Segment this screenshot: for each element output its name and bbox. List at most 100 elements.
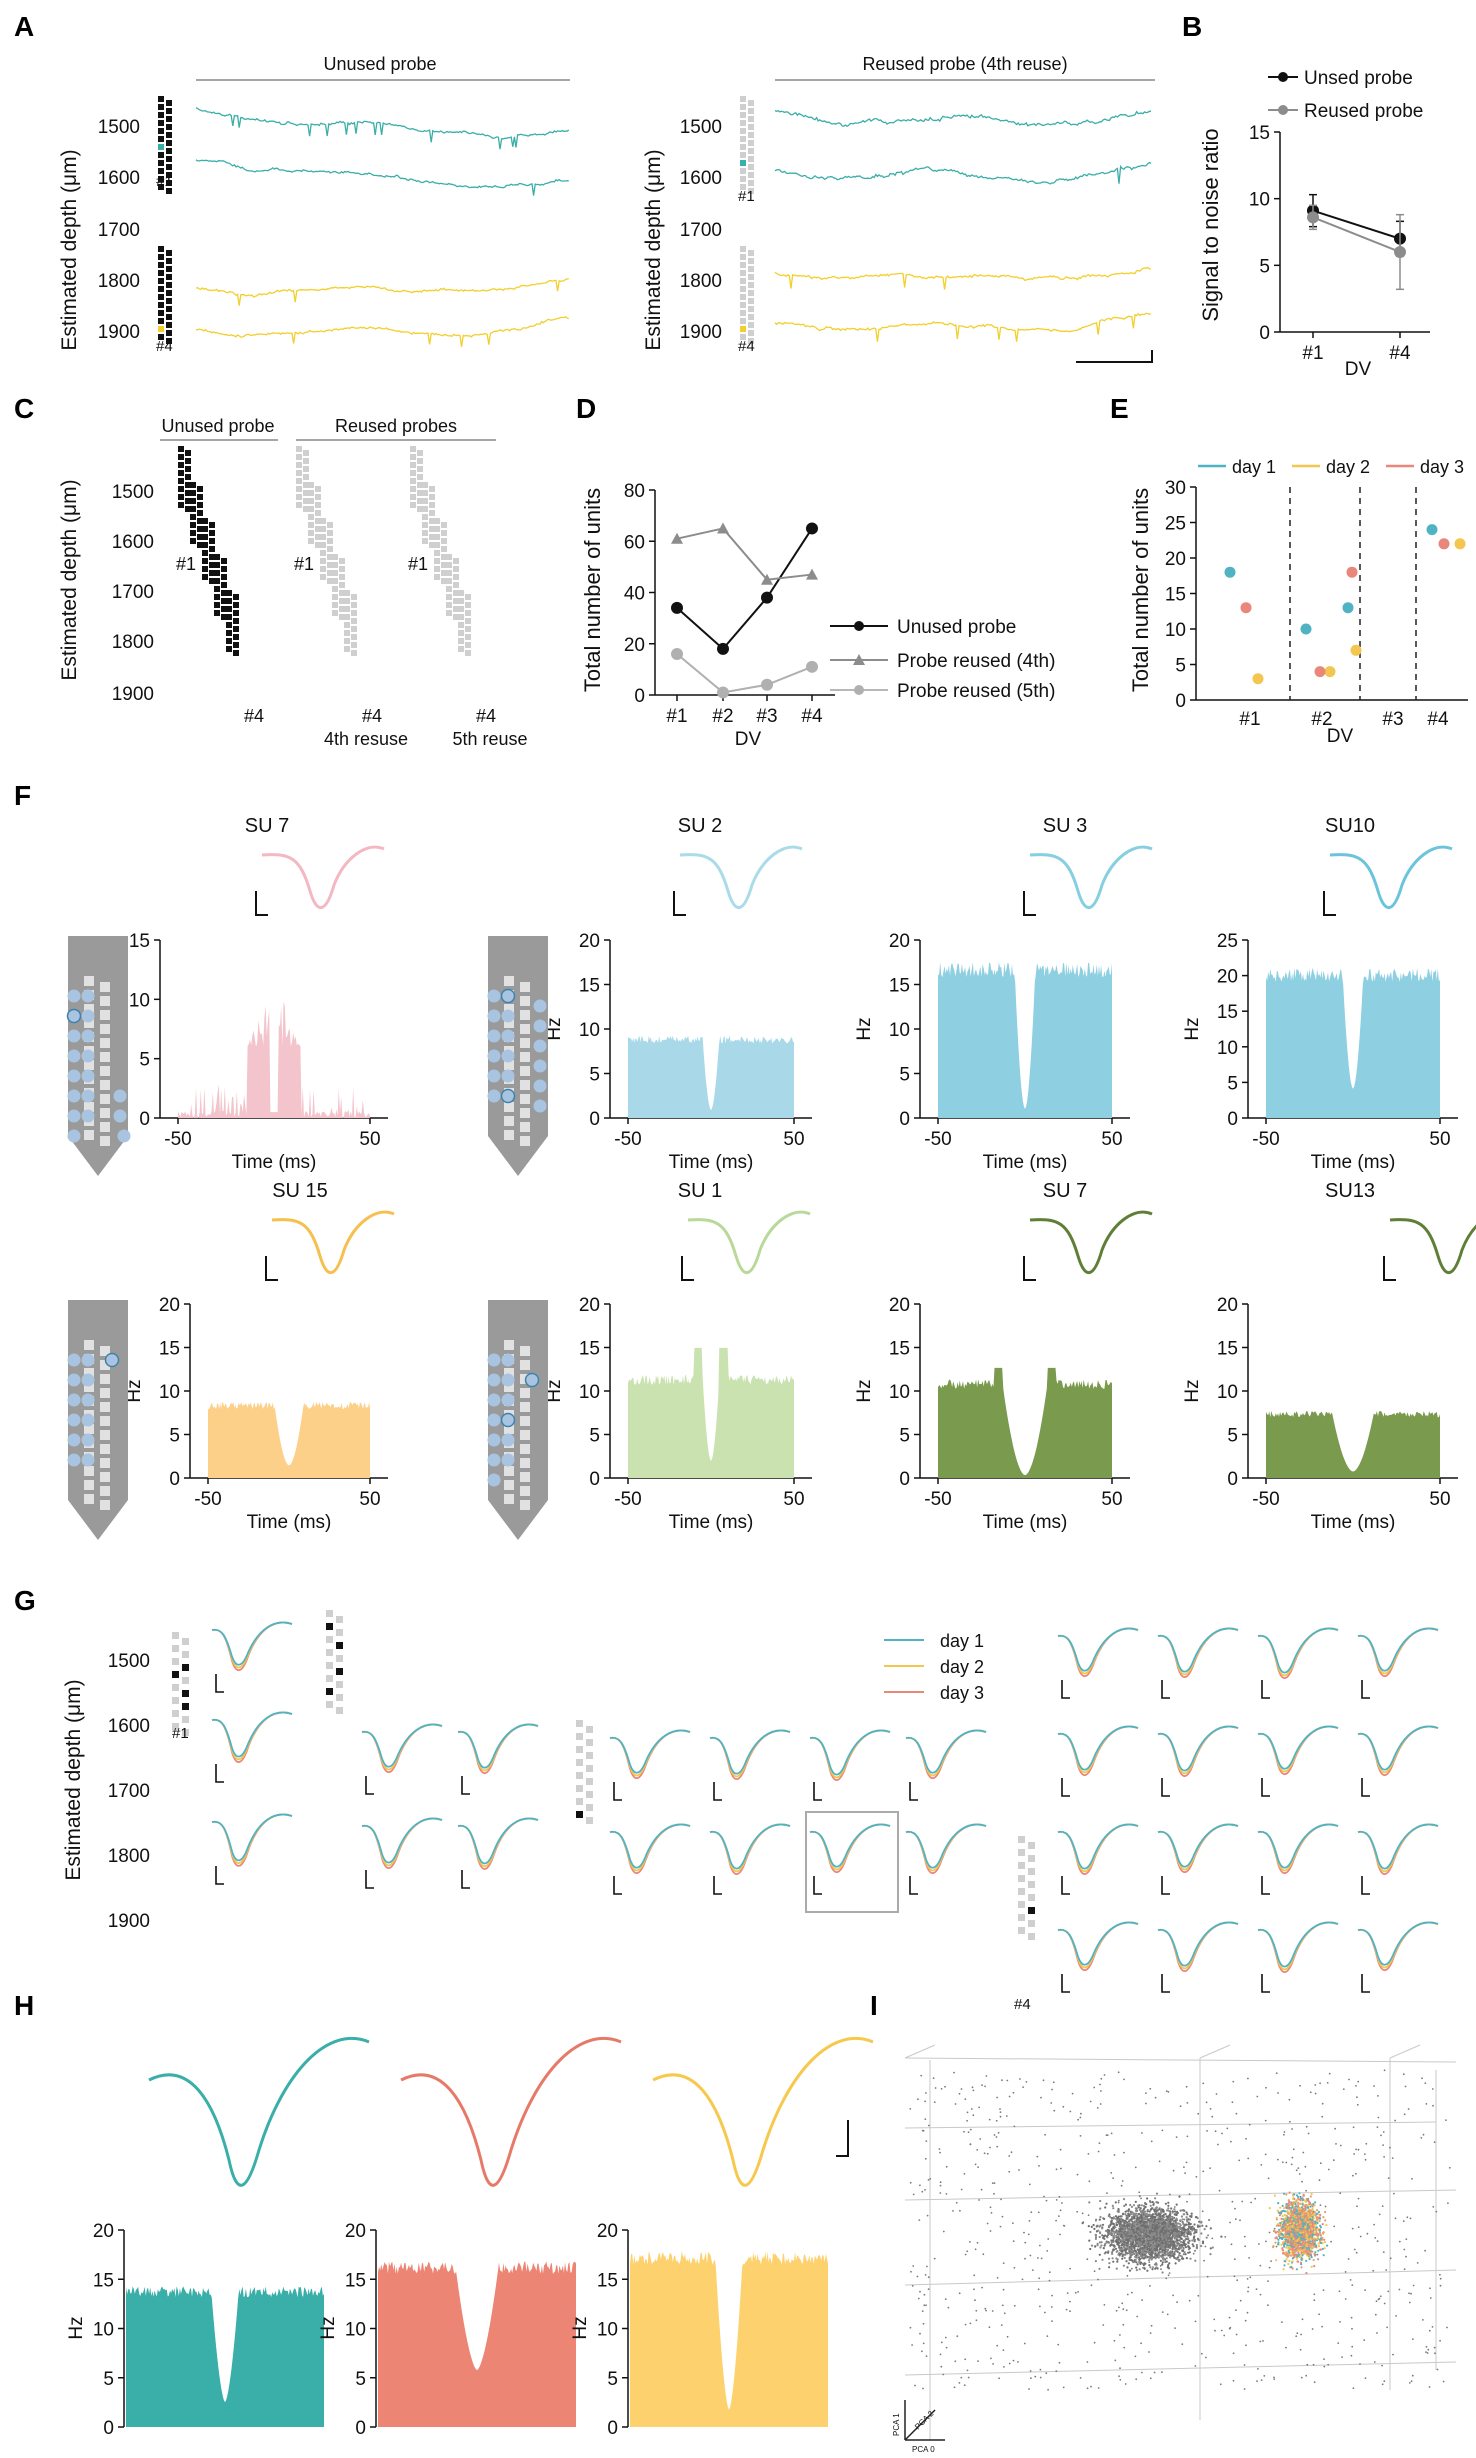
- c-unused-col2a-site: [202, 574, 208, 580]
- a-trace-right-yellow-1: [774, 266, 1152, 290]
- i-point-grey: [1342, 2088, 1345, 2091]
- i-point-grey-cluster: [1110, 2220, 1113, 2223]
- i-point-grey: [1008, 2095, 1011, 2098]
- i-point-colored: [1321, 2241, 1324, 2244]
- i-point-grey: [1353, 2153, 1355, 2155]
- g-waveform: [211, 1711, 293, 1783]
- a-left-top-site: [158, 176, 164, 182]
- c-reuse4-col4a-site: [344, 606, 350, 612]
- c-reuse4-col1b-site: [315, 510, 321, 516]
- h-ytick-label: 5: [103, 2369, 114, 2390]
- g-probe-1-site: [182, 1703, 189, 1710]
- i-point-grey: [996, 2145, 999, 2148]
- i-point-grey-cluster: [1176, 2211, 1179, 2215]
- i-point-grey: [1204, 2245, 1207, 2248]
- i-point-grey: [1402, 2073, 1405, 2076]
- i-point-grey: [929, 2177, 932, 2180]
- c-unused-col2a-site: [202, 558, 208, 564]
- i-point-grey-cluster: [1187, 2251, 1190, 2254]
- i-point-grey-cluster: [1182, 2227, 1185, 2230]
- i-point-grey-cluster: [1144, 2213, 1147, 2216]
- g-scale-bar: [613, 1782, 622, 1801]
- i-point-grey: [1119, 2367, 1121, 2370]
- g-ytick-1900: 1900: [108, 1911, 150, 1932]
- i-point-colored: [1280, 2217, 1283, 2220]
- i-point-grey: [1428, 2386, 1431, 2388]
- i-point-grey: [1123, 2078, 1125, 2081]
- i-point-grey-cluster: [1158, 2248, 1161, 2251]
- c-reuse4-col0a-site: [296, 494, 302, 500]
- i-point-grey: [1323, 2365, 1326, 2368]
- i-point-grey: [1059, 2233, 1061, 2236]
- c-reuse5-col2a-site: [434, 574, 440, 580]
- c-reuse5-col1a-site: [422, 482, 428, 488]
- b-ylabel: Signal to noise ratio: [1198, 128, 1223, 321]
- i-point-grey: [910, 2270, 912, 2273]
- a-left-bot-site: [166, 290, 172, 296]
- i-point-grey-cluster: [1165, 2239, 1168, 2242]
- i-point-grey: [1373, 2085, 1375, 2087]
- c-unused-col1b-site: [197, 518, 203, 524]
- a-left-bot-site: [158, 294, 164, 300]
- a-left-top-site: [158, 160, 164, 166]
- g-probe-4-site: [1018, 1888, 1025, 1895]
- b-xlabel: DV: [1345, 359, 1372, 380]
- i-point-grey: [984, 2085, 986, 2088]
- d-legend: Unused probe Probe reused (4th) Probe re…: [830, 617, 1055, 702]
- i-point-grey-cluster: [1186, 2235, 1189, 2238]
- i-point-grey-cluster: [1140, 2252, 1143, 2255]
- i-point-grey-cluster: [1172, 2241, 1175, 2244]
- i-point-grey: [1296, 2332, 1299, 2335]
- i-point-grey: [1344, 2271, 1347, 2273]
- i-point-grey-cluster: [1162, 2222, 1165, 2225]
- i-point-grey-cluster: [1144, 2233, 1147, 2236]
- f-waveform: [1029, 1210, 1153, 1274]
- g-waveform: [1357, 1627, 1439, 1699]
- c-reuse5-col4b-site: [465, 650, 471, 656]
- a-right-bot-site: [740, 254, 746, 260]
- d-point-triangle: [761, 573, 773, 585]
- i-point-grey-cluster: [1141, 2210, 1145, 2213]
- i-point-grey: [993, 2134, 996, 2136]
- i-point-grey-cluster: [1177, 2259, 1181, 2262]
- f-unit-location: [487, 1453, 501, 1467]
- i-point-grey-cluster: [1130, 2258, 1133, 2262]
- c-reuse4-col4a-site: [344, 638, 350, 644]
- i-point-grey: [1275, 2245, 1278, 2248]
- i-point-grey-cluster: [1160, 2230, 1163, 2233]
- i-point-colored: [1319, 2240, 1322, 2243]
- i-point-grey: [1103, 2074, 1106, 2076]
- a-right-bot-site: [748, 314, 754, 320]
- i-point-grey: [1425, 2351, 1427, 2354]
- i-point-grey: [922, 2322, 925, 2325]
- f-autocorrelogram: [208, 1401, 370, 1478]
- g-probe-4-site: [1018, 1901, 1025, 1908]
- i-point-grey: [1066, 2292, 1069, 2295]
- c-unused-col1b-site: [197, 486, 203, 492]
- i-point-grey: [974, 2248, 977, 2251]
- g-scale-bar: [365, 1870, 374, 1889]
- h-ytick-label: 5: [355, 2369, 366, 2390]
- i-point-grey-cluster: [1147, 2242, 1150, 2246]
- panel-a-yticks-right: 1500 1600 1700 1800 1900: [680, 117, 722, 343]
- g-probe-1-site: [172, 1645, 179, 1652]
- i-point-grey-cluster: [1136, 2220, 1140, 2223]
- i-point-grey: [932, 2077, 935, 2080]
- i-point-grey-cluster: [1137, 2248, 1140, 2251]
- i-point-grey-cluster: [1161, 2238, 1164, 2241]
- i-point-grey: [1114, 2359, 1117, 2362]
- i-point-grey: [1232, 2379, 1235, 2382]
- i-point-grey: [939, 2151, 941, 2154]
- i-point-grey: [909, 2181, 912, 2184]
- c-reuse4-col4b-site: [351, 650, 357, 656]
- d-series-line: [676, 527, 813, 581]
- i-point-grey-cluster: [1111, 2257, 1114, 2260]
- f-waveform-scale: [681, 1256, 694, 1281]
- i-point-grey: [1383, 2156, 1385, 2158]
- g-probe-3-site: [576, 1785, 583, 1792]
- i-point-grey: [1433, 2346, 1436, 2349]
- panel-a-traces-right: [774, 109, 1152, 342]
